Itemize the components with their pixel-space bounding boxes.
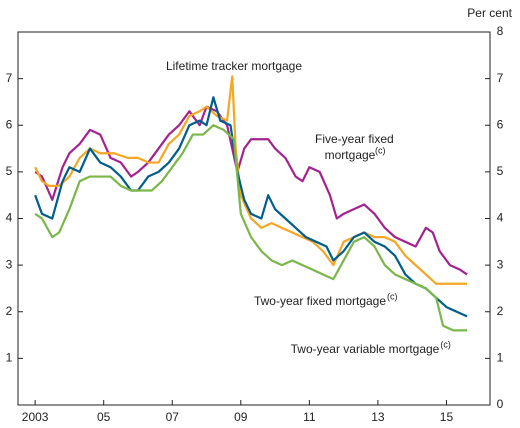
y-tick-label: 4: [6, 211, 13, 225]
x-tick-label: 09: [234, 410, 248, 424]
y2-tick-label: 8: [497, 24, 504, 38]
x-tick-label: 11: [303, 410, 316, 424]
series-line: [34, 124, 468, 332]
series-label-superscript: (c): [440, 339, 451, 349]
y-tick-label: 5: [6, 164, 13, 178]
x-tick-label: 07: [166, 410, 180, 424]
series-label: Two-year fixed mortgage: [254, 294, 386, 308]
y2-tick-label: 3: [497, 257, 504, 271]
y-tick-label: 3: [6, 257, 13, 271]
y2-tick-label: 2: [497, 304, 504, 318]
series-label: Two-year variable mortgage: [291, 342, 440, 356]
series-line: [34, 96, 468, 318]
series-label-line: mortgage: [325, 148, 376, 162]
x-tick-label: 15: [440, 410, 454, 424]
y-axis-label: Per cent: [467, 6, 512, 20]
series-label-superscript: (c): [387, 291, 398, 301]
y2-tick-label: 4: [497, 211, 504, 225]
series-label: Lifetime tracker mortgage: [166, 59, 302, 73]
x-tick-label: 05: [97, 410, 111, 424]
series-label: Five-year fixed mortgage: [315, 132, 397, 162]
y2-tick-label: 7: [497, 71, 504, 85]
series-label-line: Five-year fixed: [315, 132, 397, 146]
y-tick-label: 2: [6, 304, 13, 318]
y-tick-label: 7: [6, 71, 13, 85]
series-line: [34, 75, 468, 285]
x-tick-label: 13: [371, 410, 385, 424]
x-tick-label: 2003: [22, 410, 49, 424]
y2-tick-label: 6: [497, 117, 504, 131]
y-tick-label: 6: [6, 117, 13, 131]
y2-tick-label: 5: [497, 164, 504, 178]
y-tick-label: 1: [6, 351, 13, 365]
y2-tick-label: 0: [497, 397, 504, 411]
series-line: [34, 105, 468, 276]
series-label-superscript: (c): [375, 145, 386, 155]
y2-tick-label: 1: [497, 351, 504, 365]
